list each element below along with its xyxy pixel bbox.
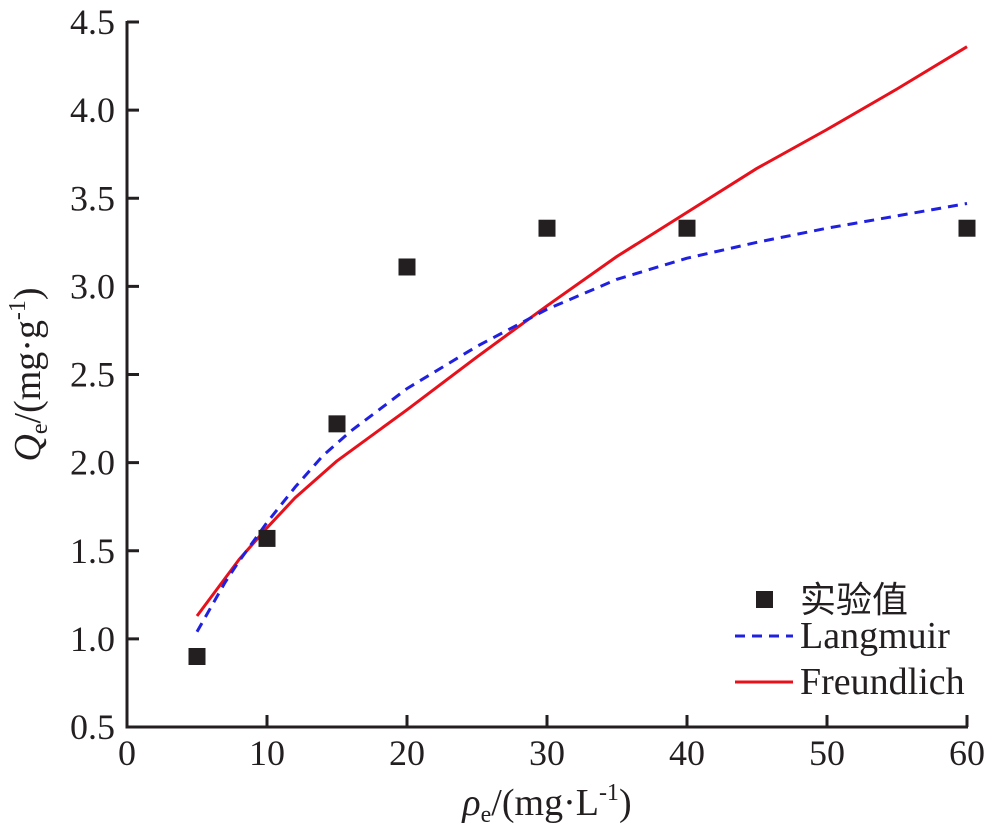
y-axis-ticks: 0.5 1.0 1.5 2.0 2.5 3.0 3.5 4.0 4.5 [70,2,139,747]
y-tick-label: 3.0 [70,266,115,306]
experimental-point [328,415,346,433]
y-tick-label: 4.5 [70,2,115,42]
legend-label-freundlich: Freundlich [800,661,965,703]
y-axis-unit-sup: -1 [5,300,31,320]
y-tick-label: 2.0 [70,443,115,483]
x-tick-label: 10 [249,733,285,773]
y-tick-label: 0.5 [70,707,115,747]
experimental-point [958,219,976,237]
legend-label-langmuir: Langmuir [800,615,950,657]
y-tick-label: 1.0 [70,619,115,659]
freundlich-line [195,45,968,617]
x-axis-unit-sup: -1 [599,780,619,806]
langmuir-line [195,202,968,633]
x-axis-subscript: e [481,802,492,828]
experimental-point [678,219,696,237]
y-axis-subscript: e [27,423,53,434]
y-tick-label: 4.0 [70,90,115,130]
legend-marker-experimental [756,591,773,608]
x-tick-label: 0 [118,733,136,773]
legend-label-experimental: 实验值 [800,580,908,621]
x-tick-label: 60 [949,733,985,773]
y-axis-title: Qe/(mg·g-1) [5,287,53,461]
x-axis-unit-prefix: /(mg·L [491,782,599,824]
x-axis-symbol: ρ [461,782,480,824]
y-tick-label: 1.5 [70,531,115,571]
legend: 实验值 Langmuir Freundlich [735,580,965,703]
x-tick-label: 40 [669,733,705,773]
experimental-point [538,219,556,237]
x-axis-ticks: 0 10 20 30 40 50 60 [118,715,985,773]
series-layer [188,45,976,665]
experimental-point [398,258,416,276]
y-tick-label: 2.5 [70,355,115,395]
experimental-point [258,529,276,547]
x-tick-label: 20 [389,733,425,773]
x-axis-unit-suffix: ) [619,782,632,824]
x-tick-label: 30 [529,733,565,773]
y-axis-unit-prefix: /(mg·g [7,320,49,423]
experimental-point [188,648,206,665]
y-axis-symbol: Q [7,434,49,461]
x-axis-title: ρe/(mg·L-1) [461,780,631,828]
x-tick-label: 50 [809,733,845,773]
y-axis-unit-suffix: ) [7,287,49,300]
y-tick-label: 3.5 [70,178,115,218]
